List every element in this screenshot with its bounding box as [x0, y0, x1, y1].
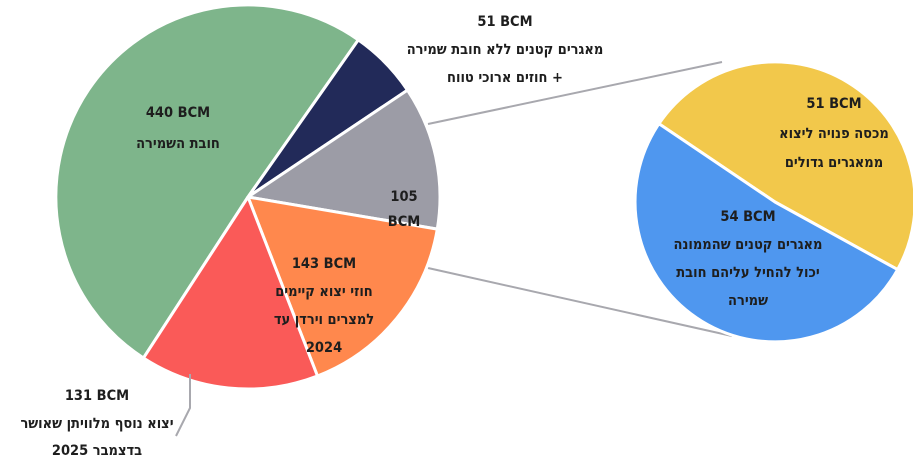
slice-label-105: 105 BCM: [388, 189, 421, 230]
slice-text-label: מאגרים קטנים שהממונה: [674, 237, 823, 253]
subpie-connector-line-1: [427, 267, 733, 337]
slice-text-label: בדצמבר 2025: [52, 443, 142, 459]
subpie-slice-0: [657, 60, 913, 272]
slice-value-label: 51 BCM: [806, 96, 861, 112]
main-pie: [54, 3, 442, 391]
slice-text-label: למצרים וירדן עד: [274, 312, 374, 328]
slice-label-keeping-obligation: 440 BCM חובת השמירה: [136, 105, 220, 152]
slice-text-label: 2024: [306, 340, 342, 356]
pie-slice-3: [246, 195, 439, 378]
sub-pie: [633, 60, 913, 344]
slice-text-label: + חוזים ארוכי טווח: [447, 70, 563, 86]
pie-slice-2: [246, 88, 442, 231]
subpie-slice-1: [633, 122, 900, 344]
subslice-label-small-fields-obligation: 54 BCM מאגרים קטנים שהממונה יכול להחיל ע…: [674, 209, 823, 309]
subpie-connectors: [427, 61, 733, 337]
slice-text-label: יצוא נוסף מלוויתן שאושר: [20, 416, 173, 432]
pie-slice-0: [54, 3, 360, 360]
slice-text-label: יכול להחיל עליהם חובת: [676, 265, 820, 281]
slice-text-label: חוזי יצוא קיימים: [275, 284, 373, 300]
slice-text-label: מכסה פנויה ליצוא: [779, 126, 889, 142]
slice-value-label: 105: [390, 189, 417, 205]
slice-value-label: 143 BCM: [292, 256, 356, 272]
slice-text-label: חובת השמירה: [136, 136, 220, 152]
slice-label-leviathan-export: 131 BCM יצוא נוסף מלוויתן שאושר בדצמבר 2…: [20, 388, 173, 459]
slice-value-label: 51 BCM: [477, 14, 532, 30]
slice-label-small-fields: 51 BCM מאגרים קטנים ללא חובת שמירה + חוז…: [407, 14, 604, 86]
leader-lines: [175, 374, 191, 437]
subpie-connector-line-0: [427, 61, 723, 125]
slice-text-label: ממאגרים גדולים: [785, 155, 883, 171]
slice-value-label: 54 BCM: [720, 209, 775, 225]
leader-line-leviathan-export: [175, 374, 191, 437]
slice-value-label: 131 BCM: [65, 388, 129, 404]
slice-text-label: מאגרים קטנים ללא חובת שמירה: [407, 42, 604, 58]
slice-value-label: 440 BCM: [146, 105, 210, 121]
subslice-label-free-quota: 51 BCM מכסה פנויה ליצוא ממאגרים גדולים: [779, 96, 889, 171]
slice-text-label: BCM: [388, 214, 421, 230]
pie-slice-4: [141, 195, 319, 391]
slice-label-existing-export: 143 BCM חוזי יצוא קיימים למצרים וירדן עד…: [274, 256, 374, 356]
slice-text-label: שמירה: [728, 293, 768, 309]
